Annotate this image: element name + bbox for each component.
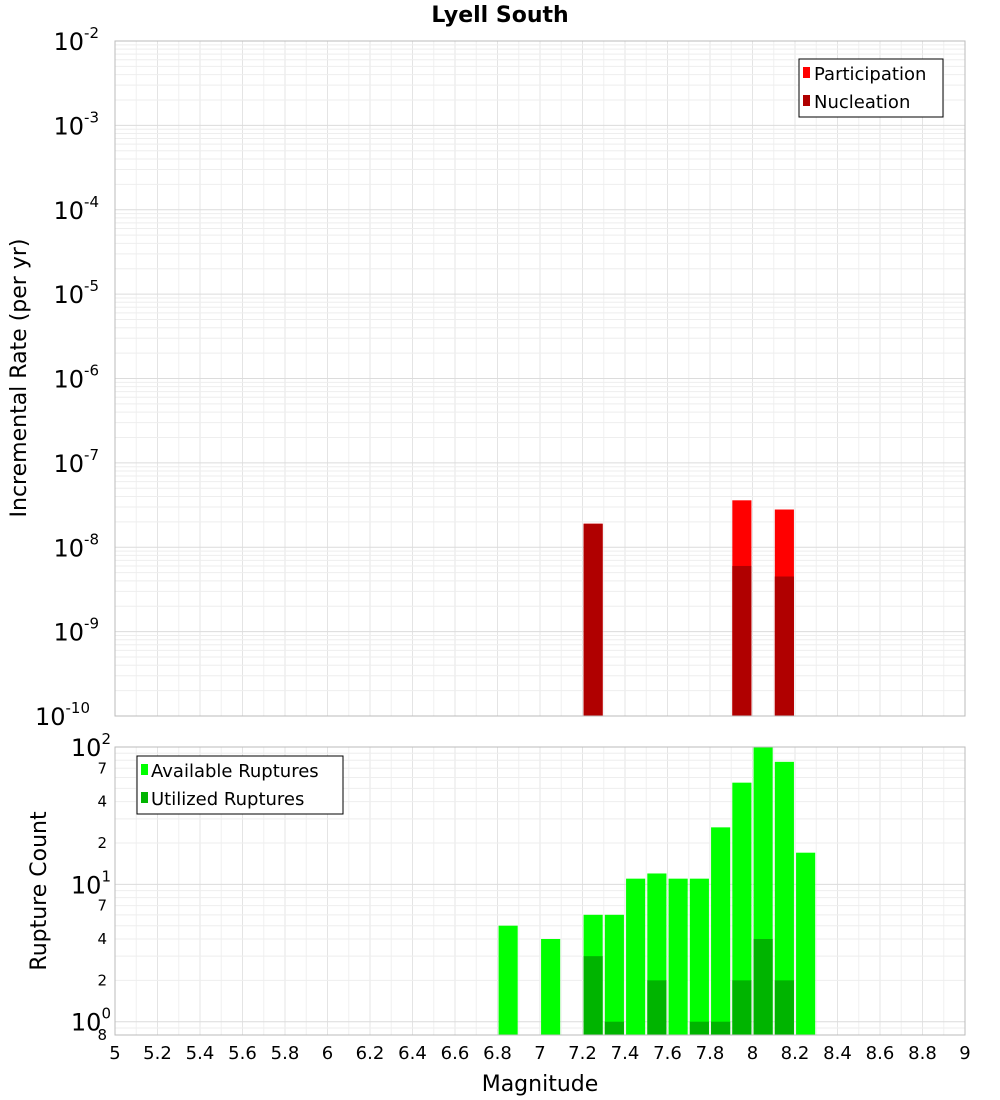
- x-tick-label: 5.8: [271, 1043, 300, 1064]
- rate-y-axis-label: Incremental Rate (per yr): [7, 239, 32, 518]
- count-bar-a: [732, 782, 752, 1035]
- rate-y-tick-label: 10-5: [53, 277, 99, 309]
- rate-y-tick-label: 10-9: [53, 615, 99, 647]
- rate-y-tick-label: 10-6: [53, 362, 99, 394]
- count-bar-b: [753, 939, 773, 1035]
- count-legend-box: [136, 755, 344, 815]
- x-tick-label: 5.4: [186, 1043, 215, 1064]
- legend-label-participation: Participation: [814, 64, 926, 85]
- legend-swatch-utilized: [141, 792, 148, 803]
- rate-y-tick-label: 10-10: [35, 699, 90, 731]
- x-tick-label: 8.6: [866, 1043, 895, 1064]
- x-tick-label: 8.8: [908, 1043, 937, 1064]
- x-tick-label: 5.2: [143, 1043, 172, 1064]
- count-bar-b: [689, 1021, 709, 1035]
- x-tick-label: 8.4: [823, 1043, 852, 1064]
- count-bar-a: [604, 914, 624, 1035]
- count-y-axis-label: Rupture Count: [27, 811, 52, 971]
- legend-label-nucleation: Nucleation: [814, 92, 910, 113]
- count-y-tick-label: 102: [71, 730, 111, 762]
- legend-swatch-nucleation: [803, 95, 810, 106]
- x-tick-label: 8.2: [781, 1043, 810, 1064]
- x-tick-label: 7.6: [653, 1043, 682, 1064]
- count-bar-a: [626, 878, 646, 1035]
- rate-legend: Participation Nucleation: [798, 58, 944, 118]
- rate-legend-box: [798, 58, 944, 118]
- count-bar-a: [668, 878, 688, 1035]
- x-axis-label: Magnitude: [482, 1072, 599, 1097]
- count-bar-a: [498, 925, 518, 1035]
- count-plot-border: [114, 746, 966, 1036]
- count-bar-b: [774, 980, 794, 1035]
- rate-grid: [114, 41, 966, 717]
- rate-panel: 10-10 10-9 10-8 10-7 10-6 10-5 10-4 10-3 10-2 Ly…: [7, 3, 966, 731]
- x-tick-label: 6.8: [483, 1043, 512, 1064]
- count-y-tick-label: 2: [97, 834, 107, 852]
- x-tick-label: 6.2: [356, 1043, 385, 1064]
- legend-swatch-participation: [803, 67, 810, 78]
- count-y-tick-label: 7: [97, 759, 107, 777]
- count-y-tick-label: 100: [71, 1005, 111, 1037]
- legend-swatch-available: [141, 764, 148, 775]
- count-bar-a: [541, 939, 561, 1035]
- count-y-tick-label: 101: [71, 867, 111, 899]
- rate-bar-b: [774, 576, 794, 716]
- x-tick-label: 5: [109, 1043, 120, 1064]
- count-bar-a: [796, 852, 816, 1035]
- chart-title: Lyell South: [431, 3, 568, 28]
- x-tick-label: 7.2: [568, 1043, 597, 1064]
- rate-plot-border: [114, 40, 966, 717]
- count-bar-b: [711, 1021, 731, 1035]
- count-y-tick-label: 8: [97, 1026, 107, 1044]
- x-tick-label: 7: [534, 1043, 545, 1064]
- x-tick-label: 9: [959, 1043, 970, 1064]
- rate-bar-b: [732, 565, 752, 716]
- legend-label-utilized: Utilized Ruptures: [151, 789, 304, 810]
- count-bars: [498, 747, 816, 1035]
- count-bar-b: [732, 980, 752, 1035]
- x-tick-label: 6: [322, 1043, 333, 1064]
- x-tick-label: 5.6: [228, 1043, 257, 1064]
- rate-y-ticks: 10-10 10-9 10-8 10-7 10-6 10-5 10-4 10-3 10-2: [35, 24, 99, 731]
- legend-label-available: Available Ruptures: [151, 761, 319, 782]
- count-bar-a: [711, 827, 731, 1035]
- rate-bars: [583, 500, 794, 716]
- count-bar-a: [689, 878, 709, 1035]
- count-y-tick-label: 4: [97, 930, 107, 948]
- rate-y-tick-label: 10-3: [53, 108, 99, 140]
- x-tick-label: 7.4: [611, 1043, 640, 1064]
- x-tick-label: 8: [747, 1043, 758, 1064]
- count-y-tick-label: 4: [97, 793, 107, 811]
- count-bar-b: [604, 1021, 624, 1035]
- x-tick-label: 7.8: [696, 1043, 725, 1064]
- rate-y-tick-label: 10-8: [53, 530, 99, 562]
- count-bar-b: [583, 956, 603, 1035]
- magnitude-x-ticks: 5 5.2 5.4 5.6 5.8 6 6.2 6.4 6.6 6.8 7 7.2 7.4 7.6 7.8 8…: [109, 1043, 970, 1064]
- rate-y-tick-label: 10-2: [53, 24, 99, 56]
- count-legend: Available Ruptures Utilized Ruptures: [136, 755, 344, 815]
- x-tick-label: 6.4: [398, 1043, 427, 1064]
- count-bar-b: [647, 980, 667, 1035]
- rate-y-tick-label: 10-4: [53, 193, 99, 225]
- x-tick-label: 6.6: [441, 1043, 470, 1064]
- count-y-tick-label: 7: [97, 897, 107, 915]
- rate-bar-b: [583, 523, 603, 716]
- rate-y-tick-label: 10-7: [53, 446, 99, 478]
- count-bar-a: [774, 761, 794, 1035]
- count-y-tick-label: 2: [97, 971, 107, 989]
